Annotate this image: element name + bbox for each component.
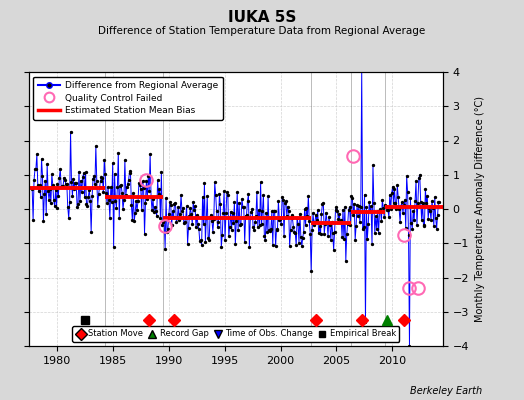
Legend: Station Move, Record Gap, Time of Obs. Change, Empirical Break: Station Move, Record Gap, Time of Obs. C… xyxy=(72,326,399,342)
Y-axis label: Monthly Temperature Anomaly Difference (°C): Monthly Temperature Anomaly Difference (… xyxy=(475,96,485,322)
Text: IUKA 5S: IUKA 5S xyxy=(228,10,296,25)
Text: Berkeley Earth: Berkeley Earth xyxy=(410,386,482,396)
Text: Difference of Station Temperature Data from Regional Average: Difference of Station Temperature Data f… xyxy=(99,26,425,36)
